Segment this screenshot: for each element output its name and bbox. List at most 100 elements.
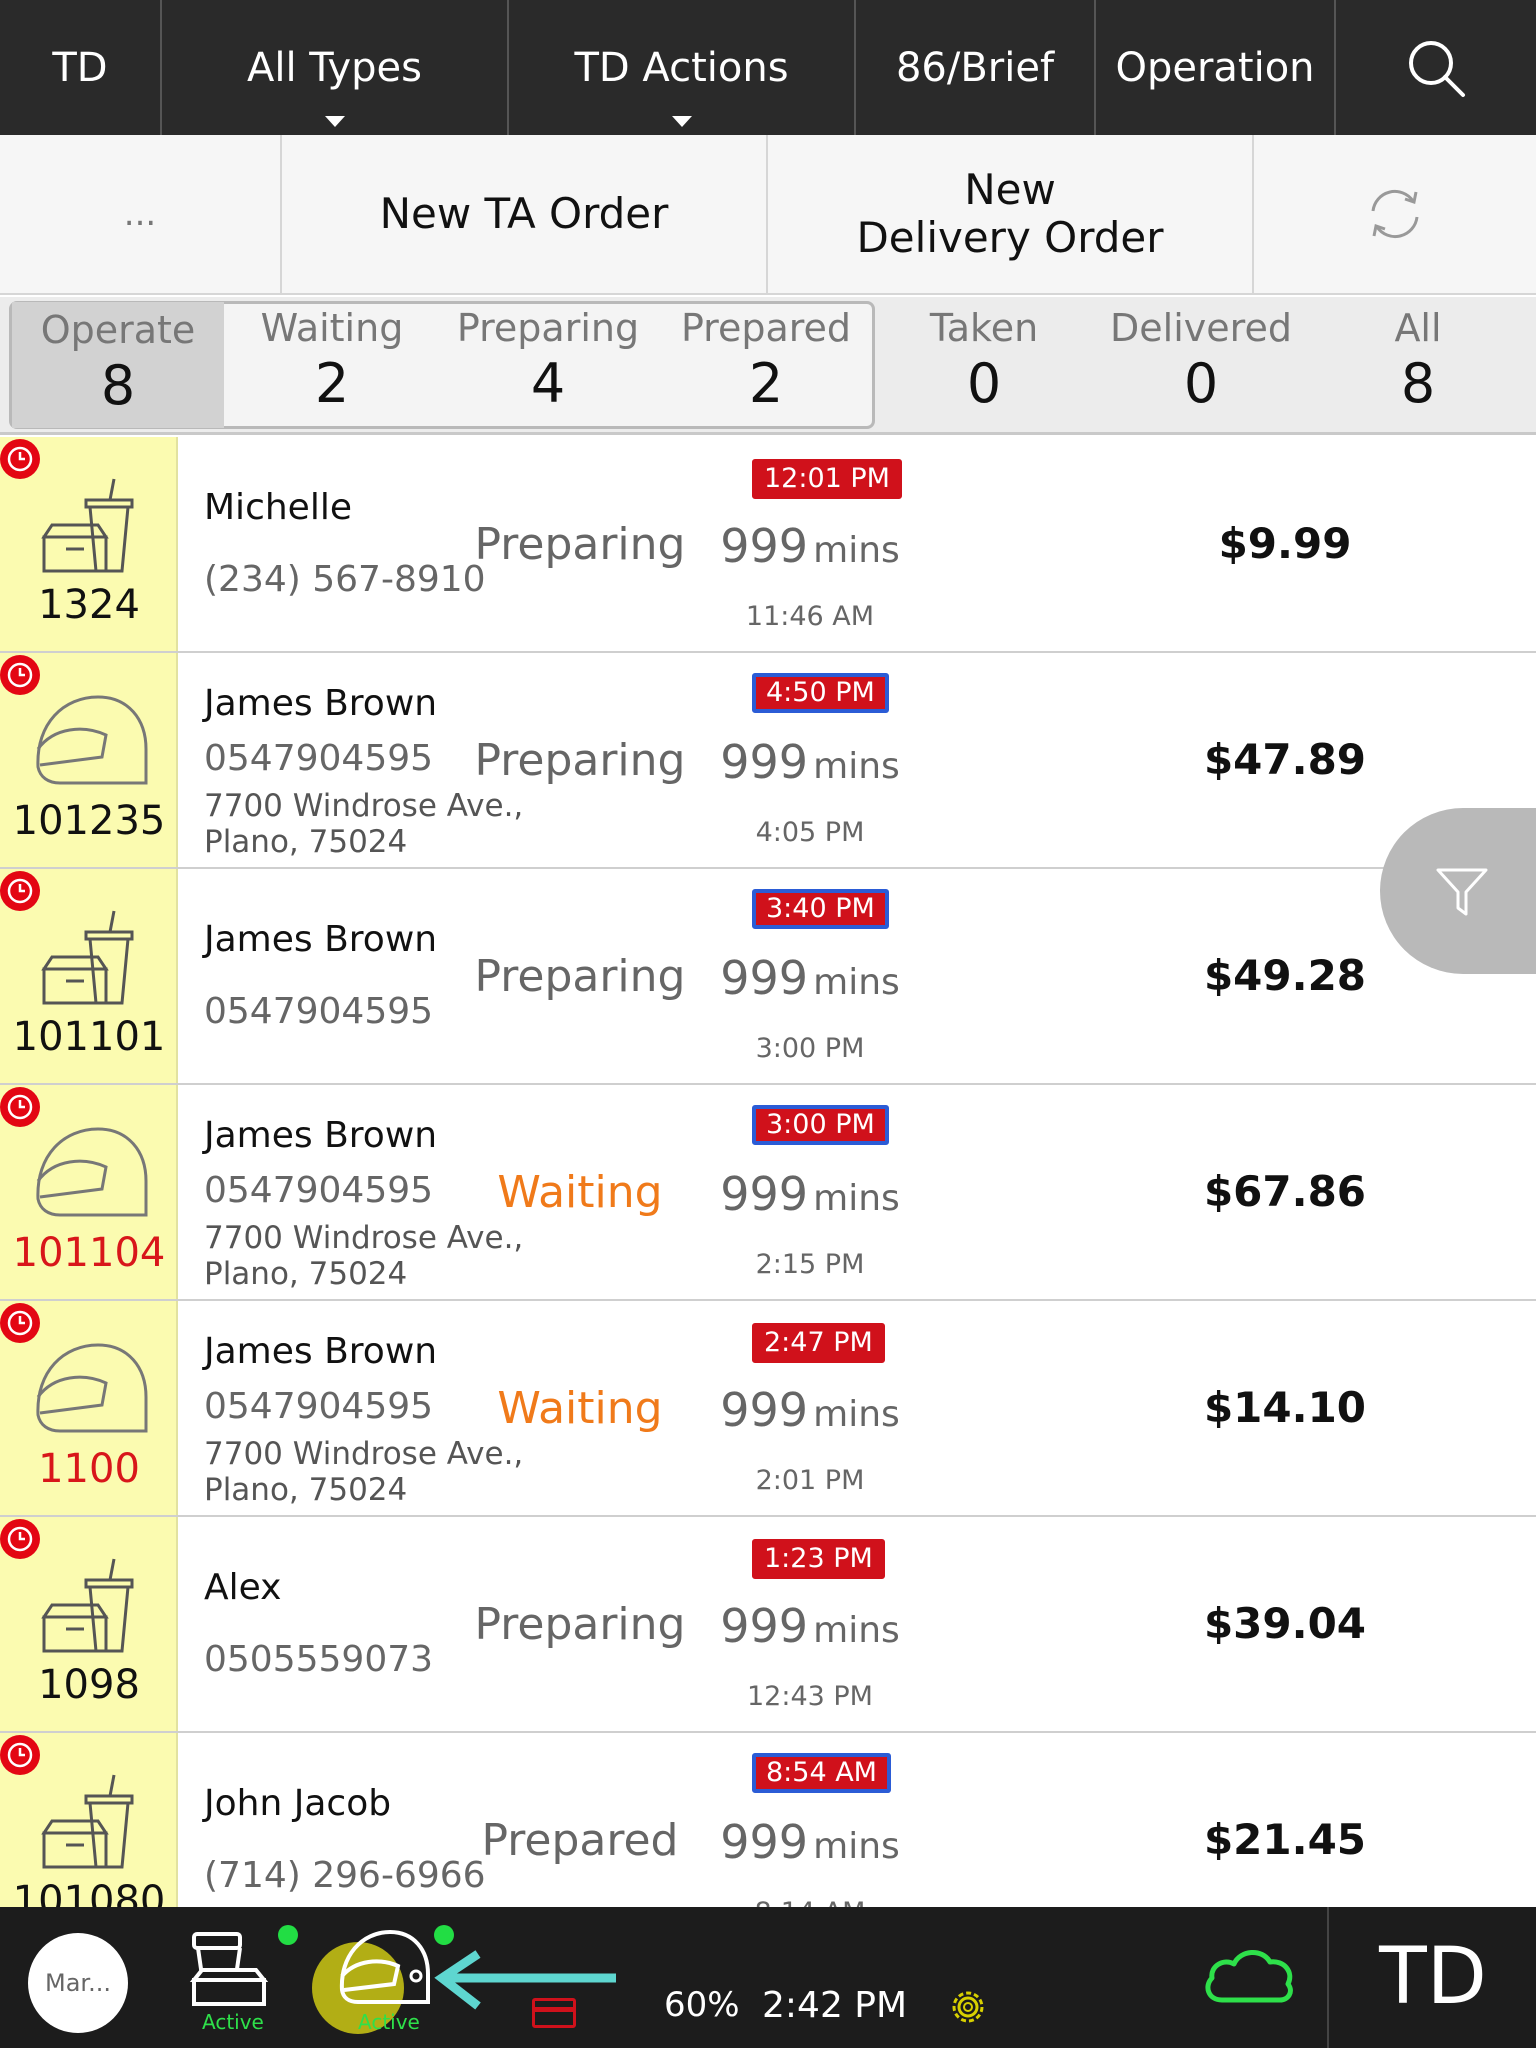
clock-icon (0, 1303, 40, 1343)
delivery-mode-icon[interactable] (336, 1926, 432, 2008)
elapsed-mins: 999 mins (680, 1383, 940, 1437)
order-price: $67.86 (1203, 1167, 1367, 1216)
bottom-separator (1327, 1907, 1329, 2048)
status-label: All (1394, 306, 1442, 350)
order-row[interactable]: 101235 James Brown 0547904595 7700 Windr… (0, 653, 1536, 869)
order-time: 2:01 PM (755, 1465, 865, 1496)
customer-address: 7700 Windrose Ave., Plano, 75024 (204, 1436, 523, 1508)
action-row: ... New TA Order New Delivery Order (0, 135, 1536, 295)
filter-button[interactable] (1380, 808, 1536, 974)
credit-card-icon (532, 1998, 576, 2028)
order-time: 2:15 PM (755, 1249, 865, 1280)
delivery-active-label: Active (358, 2010, 420, 2034)
takeaway-icon (41, 1558, 134, 1653)
status-count: 2 (314, 352, 350, 415)
status-label: Delivered (1110, 306, 1292, 350)
order-price: $14.10 (1203, 1383, 1367, 1432)
elapsed-mins: 999 mins (680, 519, 940, 573)
delivery-active-dot (434, 1925, 454, 1945)
all-types-dropdown[interactable]: All Types (162, 0, 509, 135)
customer-phone: 0547904595 (204, 991, 434, 1032)
gear-icon[interactable] (946, 1985, 990, 2029)
status-tab-operate[interactable]: Operate 8 (12, 302, 224, 428)
refresh-button[interactable] (1254, 135, 1536, 293)
address-line2: Plano, 75024 (204, 824, 408, 860)
td-actions-dropdown[interactable]: TD Actions (509, 0, 856, 135)
status-tab-delivered[interactable]: Delivered 0 (1093, 300, 1309, 430)
status-tab-all[interactable]: All 8 (1310, 300, 1526, 430)
elapsed-mins: 999 mins (680, 1167, 940, 1221)
order-row[interactable]: 1100 James Brown 0547904595 7700 Windros… (0, 1301, 1536, 1517)
due-time-badge: 2:47 PM (752, 1323, 885, 1363)
more-label: ... (123, 194, 157, 234)
order-number: 1098 (38, 1662, 140, 1708)
helmet-icon (36, 695, 148, 785)
new-delivery-order-button[interactable]: New Delivery Order (768, 135, 1254, 293)
mins-value: 999 (720, 1815, 809, 1869)
customer-phone: 0547904595 (204, 1386, 434, 1427)
order-row[interactable]: 101104 James Brown 0547904595 7700 Windr… (0, 1085, 1536, 1301)
customer-name: James Brown (204, 1331, 438, 1372)
order-row[interactable]: 1324 Michelle (234) 567-8910 Preparing 1… (0, 437, 1536, 653)
status-label: Preparing (456, 306, 640, 350)
order-list: 1324 Michelle (234) 567-8910 Preparing 1… (0, 437, 1536, 1907)
avatar[interactable]: Mar... (28, 1933, 128, 2033)
due-time-badge: 12:01 PM (752, 459, 902, 499)
customer-name: James Brown (204, 1115, 438, 1156)
status-tab-prepared[interactable]: Prepared 2 (658, 300, 874, 430)
mins-unit: mins (813, 1394, 900, 1435)
elapsed-mins: 999 mins (680, 1815, 940, 1869)
order-time: 12:43 PM (747, 1681, 873, 1712)
elapsed-mins: 999 mins (680, 1599, 940, 1653)
clock-icon (0, 439, 40, 479)
status-label: Waiting (260, 306, 404, 350)
operation-label: Operation (1115, 44, 1315, 91)
status-tab-waiting[interactable]: Waiting 2 (224, 300, 440, 430)
status-count: 0 (966, 352, 1002, 415)
mins-value: 999 (720, 1599, 809, 1653)
brief-button[interactable]: 86/Brief (856, 0, 1096, 135)
brief-label: 86/Brief (895, 44, 1055, 91)
customer-name: James Brown (204, 919, 438, 960)
order-status: Preparing (474, 735, 686, 786)
more-button[interactable]: ... (0, 135, 282, 293)
all-types-label: All Types (246, 44, 423, 91)
new-ta-order-button[interactable]: New TA Order (282, 135, 768, 293)
operation-button[interactable]: Operation (1096, 0, 1336, 135)
avatar-label: Mar... (45, 1969, 111, 1997)
caret-down-icon (671, 116, 692, 127)
helmet-icon (36, 1127, 148, 1217)
status-tab-taken[interactable]: Taken 0 (876, 300, 1092, 430)
customer-name: Alex (204, 1567, 282, 1608)
customer-address: 7700 Windrose Ave., Plano, 75024 (204, 1220, 523, 1292)
clock-icon (0, 1519, 40, 1559)
search-button[interactable] (1336, 0, 1536, 135)
order-row[interactable]: 101080 John Jacob (714) 296-6966 Prepare… (0, 1733, 1536, 1907)
status-tab-preparing[interactable]: Preparing 4 (440, 300, 656, 430)
address-line2: Plano, 75024 (204, 1256, 408, 1292)
customer-phone: (714) 296-6966 (204, 1855, 486, 1896)
takeaway-mode-icon[interactable] (188, 1928, 270, 2008)
new-delivery-label-line1: New (964, 165, 1056, 214)
customer-phone: 0547904595 (204, 1170, 434, 1211)
helmet-icon (36, 1343, 148, 1433)
due-time-badge: 4:50 PM (752, 673, 889, 713)
clock-icon (0, 871, 40, 911)
mins-value: 999 (720, 1383, 809, 1437)
order-row[interactable]: 101101 James Brown 0547904595 Preparing … (0, 869, 1536, 1085)
td-actions-label: TD Actions (574, 44, 789, 91)
order-price: $39.04 (1203, 1599, 1367, 1648)
brand-label: TD (1379, 1932, 1487, 2022)
clock-time: 2:42 PM (762, 1985, 908, 2026)
mins-value: 999 (720, 735, 809, 789)
order-row[interactable]: 1098 Alex 0505559073 Preparing 1:23 PM 9… (0, 1517, 1536, 1733)
td-menu-button[interactable]: TD (0, 0, 162, 135)
takeaway-active-dot (278, 1925, 298, 1945)
mins-unit: mins (813, 1826, 900, 1867)
mins-unit: mins (813, 530, 900, 571)
top-nav: TD All Types TD Actions 86/Brief Operati… (0, 0, 1536, 135)
status-count: 8 (1400, 352, 1436, 415)
new-delivery-label-line2: Delivery Order (856, 213, 1164, 262)
new-ta-order-label: New TA Order (379, 189, 669, 238)
brand-mark: TD (1330, 1917, 1536, 2037)
